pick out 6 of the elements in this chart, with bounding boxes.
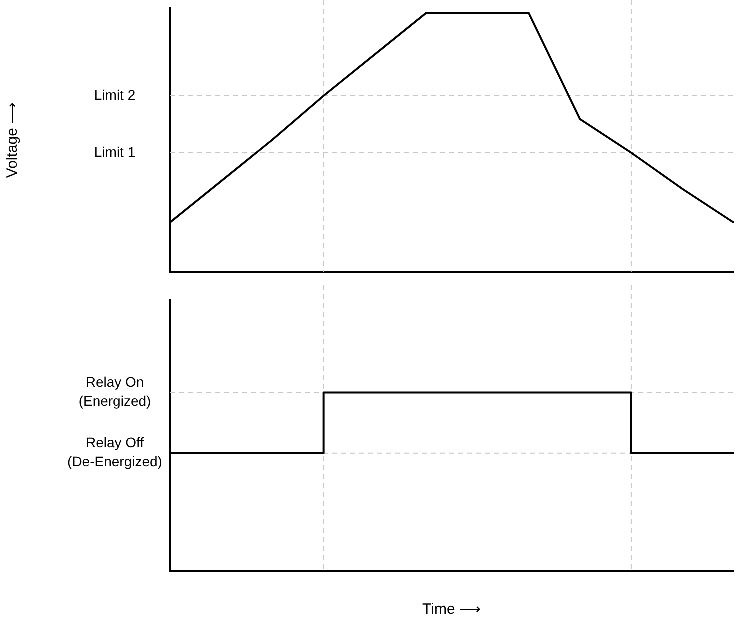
y-axis-title: Voltage ⟶ [4, 102, 22, 178]
ref-line-label: Limit 2 [94, 86, 136, 103]
x-axis-title: Time ⟶ [422, 601, 482, 618]
text: Relay Off (De-Energized) [68, 434, 162, 470]
text: Relay On (Energized) [78, 374, 152, 410]
ref-line-label: Limit 1 [94, 144, 136, 160]
